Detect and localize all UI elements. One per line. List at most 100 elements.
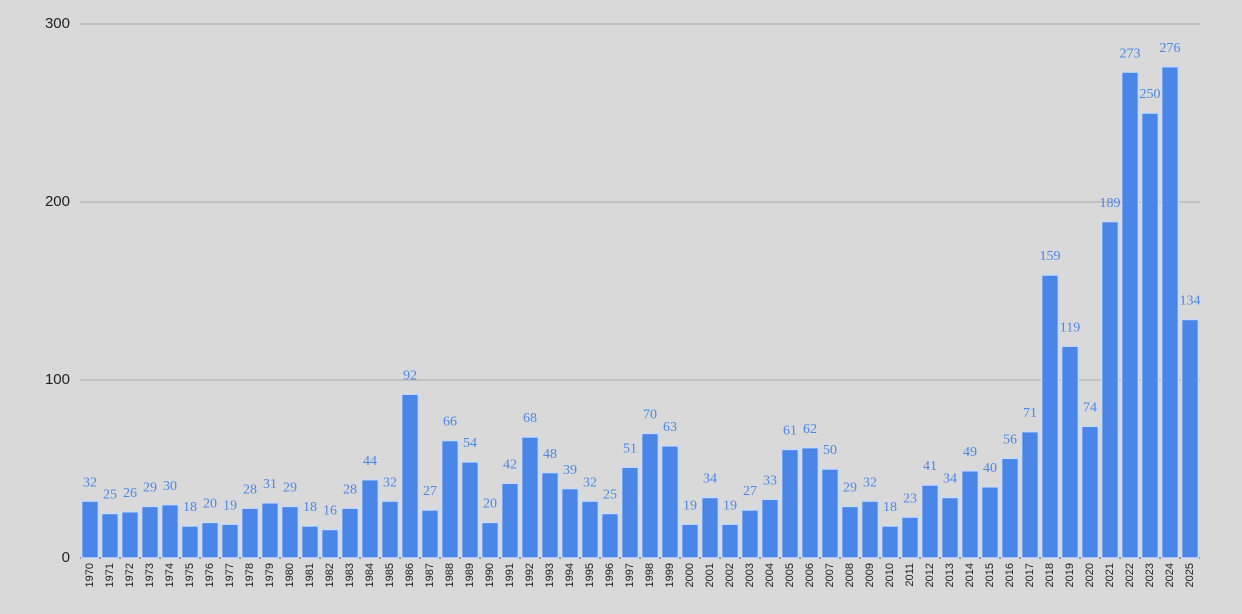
value-label: 62 bbox=[803, 422, 817, 437]
x-tick-label: 1975 bbox=[184, 563, 196, 587]
bar bbox=[280, 505, 300, 559]
x-tick-label: 1981 bbox=[304, 563, 316, 587]
x-tick-label: 2004 bbox=[764, 563, 776, 587]
value-label: 18 bbox=[183, 500, 197, 515]
x-tick-label: 1971 bbox=[104, 563, 116, 587]
x-tick-label: 2012 bbox=[924, 563, 936, 587]
x-tick-label: 2010 bbox=[884, 563, 896, 587]
value-label: 29 bbox=[143, 481, 157, 496]
value-label: 29 bbox=[283, 481, 297, 496]
x-tick-label: 1988 bbox=[444, 563, 456, 587]
bar bbox=[240, 507, 260, 559]
x-tick-label: 1989 bbox=[464, 563, 476, 587]
bar bbox=[200, 521, 220, 559]
x-tick-label: 1987 bbox=[424, 563, 436, 587]
value-label: 71 bbox=[1023, 406, 1037, 421]
x-tick-label: 2000 bbox=[684, 563, 696, 587]
x-tick-label: 2024 bbox=[1164, 563, 1176, 587]
x-tick-label: 2016 bbox=[1004, 563, 1016, 587]
bar bbox=[220, 523, 240, 559]
value-label: 50 bbox=[823, 443, 837, 458]
x-tick-label: 2008 bbox=[844, 563, 856, 587]
x-tick-label: 2009 bbox=[864, 563, 876, 587]
x-tick-label: 1983 bbox=[344, 563, 356, 587]
x-tick-label: 1997 bbox=[624, 563, 636, 587]
bar bbox=[1120, 71, 1140, 559]
value-label: 19 bbox=[723, 498, 737, 513]
x-tick-label: 1984 bbox=[364, 563, 376, 587]
bar bbox=[1040, 274, 1060, 559]
value-label: 19 bbox=[223, 498, 237, 513]
bar bbox=[640, 432, 660, 559]
x-tick-label: 2003 bbox=[744, 563, 756, 587]
x-tick-label: 2005 bbox=[784, 563, 796, 587]
bar bbox=[980, 486, 1000, 559]
x-tick-label: 2002 bbox=[724, 563, 736, 587]
bar bbox=[940, 496, 960, 559]
x-tick-label: 2006 bbox=[804, 563, 816, 587]
value-label: 18 bbox=[883, 500, 897, 515]
y-tick-label: 300 bbox=[45, 15, 70, 32]
value-label: 16 bbox=[323, 504, 337, 519]
bar bbox=[620, 466, 640, 559]
x-tick-label: 2022 bbox=[1124, 563, 1136, 587]
value-label: 68 bbox=[523, 411, 537, 426]
bar bbox=[340, 507, 360, 559]
value-label: 32 bbox=[83, 475, 97, 490]
x-tick-label: 2018 bbox=[1044, 563, 1056, 587]
value-label: 20 bbox=[203, 497, 217, 512]
bar bbox=[1180, 318, 1200, 559]
value-label: 276 bbox=[1160, 41, 1181, 56]
value-label: 70 bbox=[643, 408, 657, 423]
x-tick-label: 1998 bbox=[644, 563, 656, 587]
bar bbox=[880, 525, 900, 559]
value-label: 32 bbox=[583, 475, 597, 490]
value-label: 51 bbox=[623, 441, 637, 456]
value-label: 23 bbox=[903, 491, 917, 506]
x-tick-label: 2007 bbox=[824, 563, 836, 587]
bar bbox=[520, 436, 540, 559]
value-label: 25 bbox=[603, 488, 617, 503]
bar bbox=[1080, 425, 1100, 559]
bar bbox=[180, 525, 200, 559]
bar bbox=[720, 523, 740, 559]
value-label: 40 bbox=[983, 461, 997, 476]
bar bbox=[300, 525, 320, 559]
x-tick-label: 2011 bbox=[904, 563, 916, 587]
value-label: 54 bbox=[463, 436, 477, 451]
value-label: 119 bbox=[1060, 320, 1080, 335]
bar bbox=[900, 516, 920, 559]
bar bbox=[860, 500, 880, 559]
x-tick-label: 2025 bbox=[1184, 563, 1196, 587]
bar bbox=[540, 471, 560, 559]
bar bbox=[760, 498, 780, 559]
value-label: 32 bbox=[863, 475, 877, 490]
value-label: 92 bbox=[403, 368, 417, 383]
value-label: 44 bbox=[363, 454, 377, 469]
bar bbox=[480, 521, 500, 559]
bar bbox=[100, 512, 120, 559]
value-label: 33 bbox=[763, 473, 777, 488]
value-label: 189 bbox=[1100, 196, 1121, 211]
x-tick-label: 1991 bbox=[504, 563, 516, 587]
bar bbox=[660, 445, 680, 559]
value-label: 42 bbox=[503, 457, 517, 472]
x-tick-label: 1985 bbox=[384, 563, 396, 587]
bar bbox=[460, 461, 480, 559]
bar bbox=[600, 512, 620, 559]
value-label: 18 bbox=[303, 500, 317, 515]
bar bbox=[1060, 345, 1080, 559]
bar bbox=[580, 500, 600, 559]
bar bbox=[500, 482, 520, 559]
bar bbox=[700, 496, 720, 559]
value-label: 61 bbox=[783, 424, 797, 439]
value-label: 49 bbox=[963, 445, 977, 460]
value-label: 26 bbox=[123, 486, 137, 501]
x-tick-label: 1978 bbox=[244, 563, 256, 587]
x-tick-label: 1995 bbox=[584, 563, 596, 587]
x-tick-label: 1977 bbox=[224, 563, 236, 587]
bar bbox=[960, 470, 980, 559]
value-label: 20 bbox=[483, 497, 497, 512]
value-label: 32 bbox=[383, 475, 397, 490]
bar bbox=[440, 439, 460, 559]
